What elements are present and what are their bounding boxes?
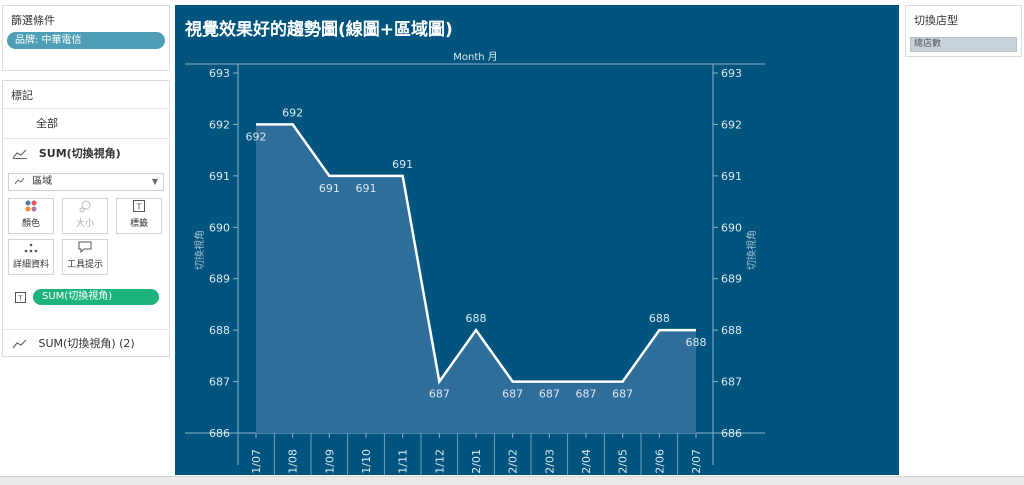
bottom-scrollbar[interactable] [0,476,1024,485]
y-tick-label-right: 690 [721,221,742,234]
y-axis-title-right: 切換視角 [745,230,758,270]
data-label: 688 [649,312,670,325]
y-tick-label-left: 691 [209,170,230,183]
data-label: 687 [539,388,560,401]
chart-container: 視覺效果好的趨勢圖(線圖+區域圖) Month 月 686 686 687 687 688… [175,5,899,475]
y-tick-label-left: 689 [209,273,230,286]
y-tick-label-left: 686 [209,427,230,440]
marks-title: 標記 [11,89,33,102]
detail-icon [9,240,53,258]
area-chart-icon [12,149,27,159]
x-tick-label: 22/05 [617,449,630,475]
marks-all-row[interactable]: 全部 [3,108,169,138]
color-dots-icon [9,199,53,217]
size-icon [63,199,107,217]
x-tick-label: 22/04 [580,449,593,475]
label-icon: T [117,199,161,217]
y-tick-label-right: 692 [721,118,742,131]
y-tick-label-left: 688 [209,324,230,337]
area-mark-icon [14,177,25,185]
size-button[interactable]: 大小 [62,198,108,234]
y-tick-label-left: 687 [209,376,230,389]
param-title: 切換店型 [914,14,958,27]
x-tick-label: 22/06 [653,449,666,475]
line-chart-icon [12,339,27,349]
marks-panel: 標記 全部 SUM(切換視角) 區域 ▼ 顏色 大小 T 標籤 詳細資料 [2,80,170,357]
label-button[interactable]: T 標籤 [116,198,162,234]
y-tick-label-left: 692 [209,118,230,131]
x-tick-label: 21/08 [287,449,300,475]
detail-button[interactable]: 詳細資料 [8,239,54,275]
area-fill [256,124,696,433]
y-tick-label-right: 688 [721,324,742,337]
label-shelf-icon: T [15,292,26,303]
y-tick-label-right: 689 [721,273,742,286]
brand-filter-pill[interactable]: 品牌: 中華電信 [7,32,165,49]
x-tick-label: 22/03 [543,449,556,475]
data-label: 687 [612,388,633,401]
marks-all-label: 全部 [36,117,58,130]
data-label: 691 [356,182,377,195]
series-line [256,123,696,385]
data-label: 687 [429,388,450,401]
x-tick-label: 22/07 [690,449,703,475]
marks-sum-label: SUM(切換視角) [38,147,121,160]
chart-title: 視覺效果好的趨勢圖(線圖+區域圖) [185,20,453,40]
data-label: 687 [576,388,597,401]
area-chart: Month 月 686 686 687 687 688 688 689 689 690 690 691… [185,51,765,475]
y-tick-label-right: 686 [721,427,742,440]
filters-title: 篩選條件 [11,14,55,27]
data-label: 691 [392,158,413,171]
detail-label: 詳細資料 [12,260,49,270]
data-label: 688 [466,312,487,325]
color-label: 顏色 [21,219,40,229]
y-tick-label-right: 691 [721,170,742,183]
x-tick-label: 22/01 [470,449,483,475]
label-label: 標籤 [129,219,148,229]
color-button[interactable]: 顏色 [8,198,54,234]
chevron-down-icon: ▼ [151,177,158,186]
tooltip-button[interactable]: 工具提示 [62,239,108,275]
store-type-select[interactable]: 總店數 [910,37,1017,52]
mark-type-label: 區域 [32,176,53,187]
marks-sum2-label: SUM(切換視角) (2) [38,337,135,350]
y-axis-title-left: 切換視角 [193,230,206,270]
data-label: 688 [686,336,707,349]
x-tick-label: 22/02 [507,449,520,475]
svg-text:T: T [17,295,23,303]
filters-panel: 篩選條件 品牌: 中華電信 [2,5,170,71]
size-label: 大小 [75,219,94,229]
data-label: 692 [282,106,303,119]
y-tick-label-left: 693 [209,67,230,80]
marks-sum2-row[interactable]: SUM(切換視角) (2) [3,329,169,358]
y-tick-label-right: 693 [721,67,742,80]
column-header: Month 月 [453,51,498,63]
y-tick-label-left: 690 [209,221,230,234]
x-tick-label: 21/10 [360,449,373,475]
data-label: 687 [502,388,523,401]
data-label: 691 [319,182,340,195]
data-label: 692 [246,130,267,143]
x-tick-label: 21/11 [397,449,410,475]
x-tick-label: 21/12 [433,449,446,475]
tooltip-icon [63,240,107,258]
x-tick-label: 21/09 [323,449,336,475]
x-tick-label: 21/07 [250,449,263,475]
y-tick-label-right: 687 [721,376,742,389]
svg-text:T: T [136,203,142,212]
marks-sum-row[interactable]: SUM(切換視角) [3,138,169,168]
mark-type-dropdown[interactable]: 區域 ▼ [8,173,164,191]
tooltip-label: 工具提示 [66,260,103,270]
label-field-pill[interactable]: SUM(切換視角) [33,289,159,305]
